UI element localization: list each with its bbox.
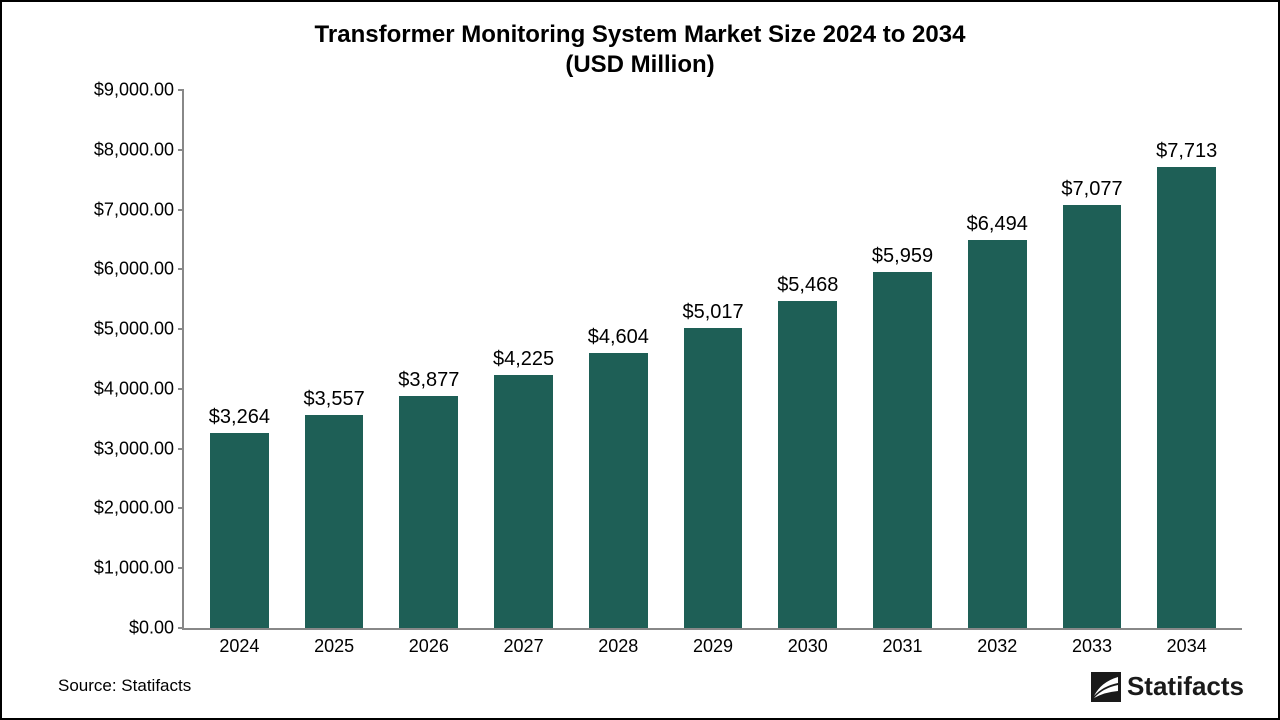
x-axis-tick-label: 2024 [219,636,259,657]
bars-container: $3,2642024$3,5572025$3,8772026$4,2252027… [184,90,1242,628]
bar [778,301,837,628]
chart-title: Transformer Monitoring System Market Siz… [32,20,1248,80]
statifacts-icon [1091,672,1121,702]
bar-slot: $4,2252027 [476,90,571,628]
y-axis-tick-mark [178,627,184,629]
bar-slot: $3,5572025 [287,90,382,628]
x-axis-tick-label: 2033 [1072,636,1112,657]
x-axis-tick-label: 2027 [504,636,544,657]
bar [305,415,364,628]
x-axis-tick-label: 2028 [598,636,638,657]
x-axis-tick-label: 2030 [788,636,828,657]
bar-slot: $5,9592031 [855,90,950,628]
x-axis-tick-label: 2029 [693,636,733,657]
bar-value-label: $5,468 [777,274,838,297]
bar [494,375,553,628]
bar-slot: $4,6042028 [571,90,666,628]
y-axis-tick-label: $0.00 [129,618,184,639]
source-attribution: Source: Statifacts [58,676,191,696]
bar-value-label: $3,557 [304,388,365,411]
bar [589,353,648,628]
bar-value-label: $5,017 [682,301,743,324]
plot-region: $3,2642024$3,5572025$3,8772026$4,2252027… [182,90,1242,630]
bar-value-label: $7,713 [1156,140,1217,163]
bar [873,272,932,628]
y-axis-tick-mark [178,388,184,390]
bar [968,240,1027,628]
chart-title-line2: (USD Million) [32,50,1248,80]
y-axis-tick-mark [178,89,184,91]
x-axis-tick-label: 2031 [882,636,922,657]
x-axis-tick-label: 2032 [977,636,1017,657]
bar-slot: $5,0172029 [666,90,761,628]
y-axis-tick-label: $1,000.00 [94,558,184,579]
bar-value-label: $5,959 [872,245,933,268]
x-axis-tick-label: 2026 [409,636,449,657]
bar-slot: $3,8772026 [381,90,476,628]
y-axis-tick-mark [178,209,184,211]
chart-area: $3,2642024$3,5572025$3,8772026$4,2252027… [182,90,1242,630]
bar-value-label: $7,077 [1061,178,1122,201]
bar-slot: $3,2642024 [192,90,287,628]
bar-value-label: $4,604 [588,326,649,349]
y-axis-tick-mark [178,328,184,330]
bar [1157,167,1216,628]
bar-slot: $6,4942032 [950,90,1045,628]
y-axis-tick-label: $2,000.00 [94,498,184,519]
chart-frame: Transformer Monitoring System Market Siz… [0,0,1280,720]
bar-value-label: $3,877 [398,369,459,392]
y-axis-tick-mark [178,507,184,509]
bar [210,433,269,628]
y-axis-tick-mark [178,268,184,270]
brand-text: Statifacts [1127,671,1244,702]
y-axis-tick-label: $3,000.00 [94,438,184,459]
y-axis-tick-mark [178,448,184,450]
y-axis-tick-label: $4,000.00 [94,378,184,399]
bar [684,328,743,628]
y-axis-tick-label: $8,000.00 [94,139,184,160]
chart-title-line1: Transformer Monitoring System Market Siz… [32,20,1248,50]
y-axis-tick-label: $6,000.00 [94,259,184,280]
y-axis-tick-label: $5,000.00 [94,319,184,340]
y-axis-tick-label: $9,000.00 [94,80,184,101]
x-axis-tick-label: 2025 [314,636,354,657]
bar-value-label: $6,494 [967,213,1028,236]
y-axis-tick-mark [178,149,184,151]
bar-slot: $5,4682030 [760,90,855,628]
bar [399,396,458,628]
brand-logo: Statifacts [1091,671,1244,702]
bar-slot: $7,0772033 [1045,90,1140,628]
x-axis-tick-label: 2034 [1167,636,1207,657]
bar-slot: $7,7132034 [1139,90,1234,628]
y-axis-tick-label: $7,000.00 [94,199,184,220]
bar-value-label: $4,225 [493,348,554,371]
bar-value-label: $3,264 [209,406,270,429]
y-axis-tick-mark [178,567,184,569]
bar [1063,205,1122,628]
